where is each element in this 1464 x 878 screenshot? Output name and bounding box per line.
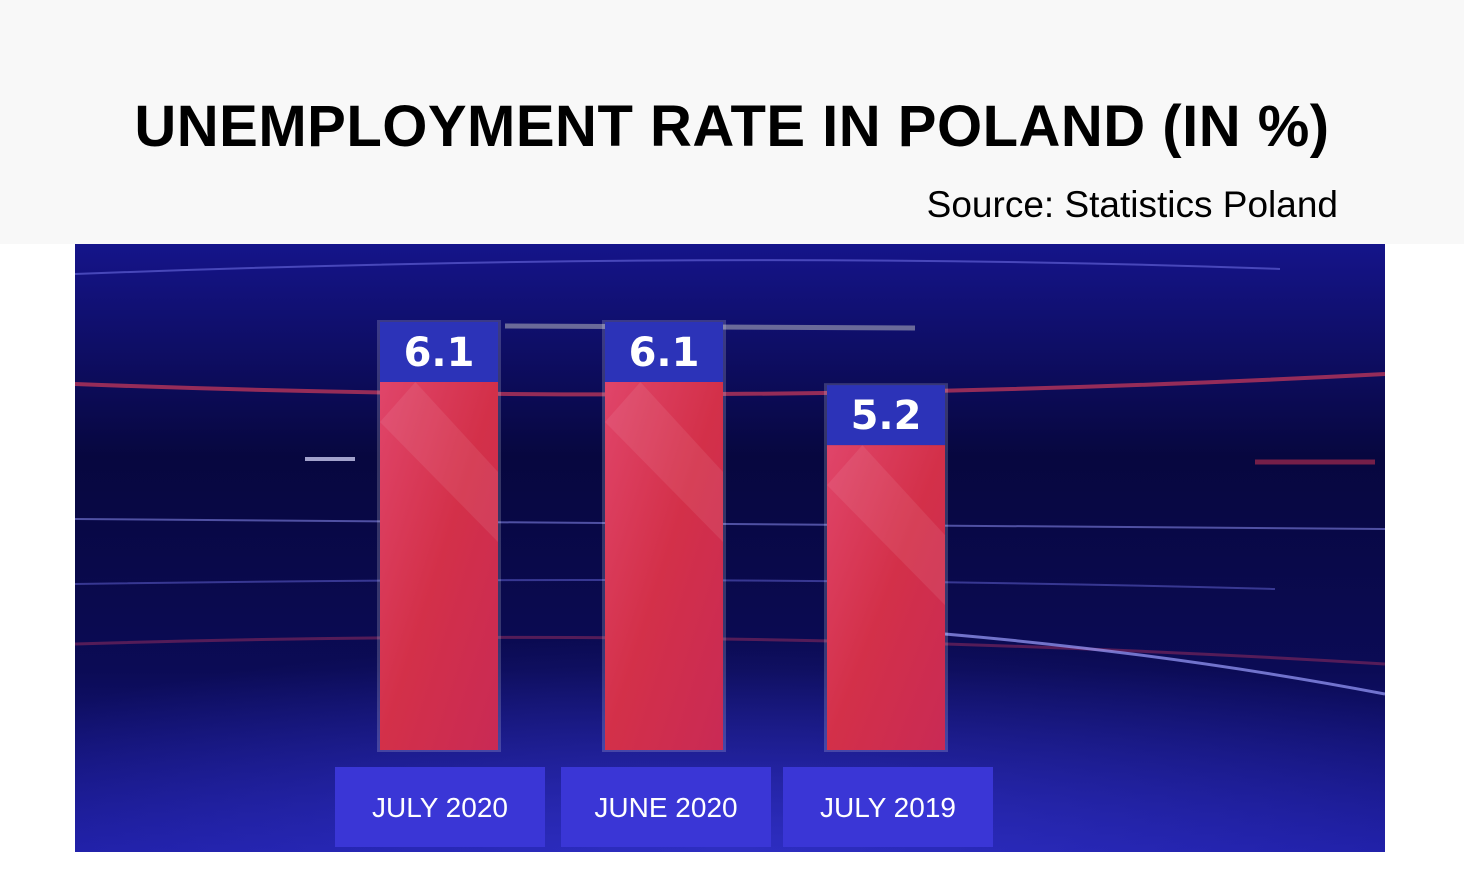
bar	[827, 445, 945, 750]
chart-title: UNEMPLOYMENT RATE IN POLAND (IN %)	[134, 94, 1330, 159]
category-label-text: JULY 2019	[820, 792, 956, 823]
category-label-box	[335, 767, 545, 847]
value-box	[827, 385, 945, 446]
bar	[605, 382, 723, 750]
value-box	[605, 322, 723, 382]
bar-group: 6.1	[602, 320, 726, 752]
backdrop-streak	[75, 259, 1281, 275]
category-labels-layer: JULY 2020 JUNE 2020 JULY 2019	[335, 767, 993, 847]
chart-source: Source: Statistics Poland	[926, 184, 1338, 225]
bar	[380, 382, 498, 750]
category-label: JULY 2019	[783, 767, 993, 847]
chart-backdrop	[75, 244, 1385, 852]
bar-value-label: 5.2	[851, 393, 922, 439]
chart-header: UNEMPLOYMENT RATE IN POLAND (IN %) Sourc…	[0, 0, 1464, 244]
bars-layer: 6.1 6.1 5.2	[377, 320, 948, 752]
bar-chart: 6.1 6.1 5.2 JULY 2020 JUNE 2020 JULY 2019	[75, 244, 1385, 852]
bar-group: 6.1	[377, 320, 501, 752]
bar-value-label: 6.1	[404, 330, 475, 376]
category-label-text: JUNE 2020	[594, 792, 737, 823]
backdrop-streak	[944, 632, 1385, 696]
backdrop-streak	[75, 518, 1385, 530]
value-box	[380, 322, 498, 382]
bar-value-label: 6.1	[629, 330, 700, 376]
category-label: JUNE 2020	[561, 767, 771, 847]
category-label-box	[561, 767, 771, 847]
bar-sheen	[380, 382, 498, 542]
bar-group: 5.2	[824, 383, 948, 752]
backdrop-streak	[75, 372, 1385, 397]
chart-stage: 6.1 6.1 5.2 JULY 2020 JUNE 2020 JULY 2019	[75, 244, 1385, 852]
category-label-box	[783, 767, 993, 847]
backdrop-streak	[75, 635, 1385, 666]
category-label-text: JULY 2020	[372, 792, 508, 823]
bar-sheen	[827, 445, 945, 606]
category-label: JULY 2020	[335, 767, 545, 847]
bar-sheen	[605, 382, 723, 542]
